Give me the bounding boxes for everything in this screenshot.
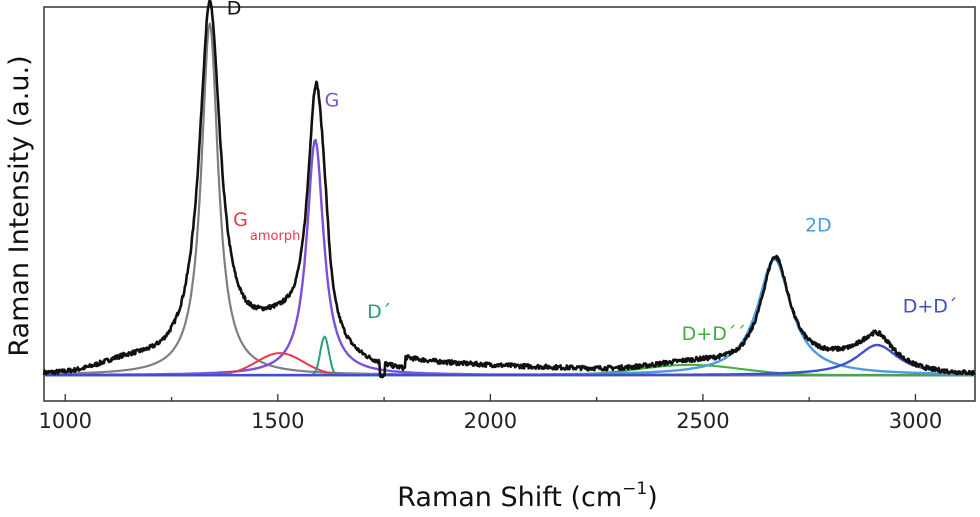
y-axis-label: Raman Intensity (a.u.)	[4, 55, 35, 356]
x-tick-label: 2000	[464, 409, 517, 433]
peak-label-gamorph: Gamorph	[233, 209, 300, 244]
series-g	[44, 138, 975, 377]
x-tick-label: 1500	[251, 409, 304, 433]
x-axis-label-sup: −1	[622, 479, 647, 499]
peak-label-d: D	[227, 0, 242, 19]
x-tick-label: 1000	[39, 409, 92, 433]
series-2d	[44, 258, 975, 377]
series-d	[44, 22, 975, 377]
peak-label-dprime: D´	[367, 301, 391, 323]
x-axis-label-main: Raman Shift (cm	[397, 482, 622, 513]
x-axis-tick-labels: 1000 1500 2000 2500 3000	[39, 409, 943, 433]
peak-label-g: G	[325, 89, 340, 111]
x-tick-label: 2500	[676, 409, 729, 433]
x-axis-label-close: )	[647, 482, 658, 513]
peak-annotations: D G Gamorph D´ D+D´´ 2D D+D´	[227, 0, 958, 345]
peak-label-ddp: D+D´	[903, 296, 958, 318]
peak-label-ddpp: D+D´´	[682, 323, 746, 345]
series-d-	[44, 335, 975, 377]
x-tick-label: 3000	[889, 409, 942, 433]
spectrum-curves	[42, 0, 976, 379]
series-measured-spectrum	[42, 0, 976, 379]
x-axis-label: Raman Shift (cm−1)	[397, 479, 658, 513]
series-d-d-	[44, 343, 975, 377]
plot-frame	[43, 6, 976, 402]
x-axis-ticks	[64, 394, 917, 401]
peak-label-2d: 2D	[805, 215, 832, 237]
